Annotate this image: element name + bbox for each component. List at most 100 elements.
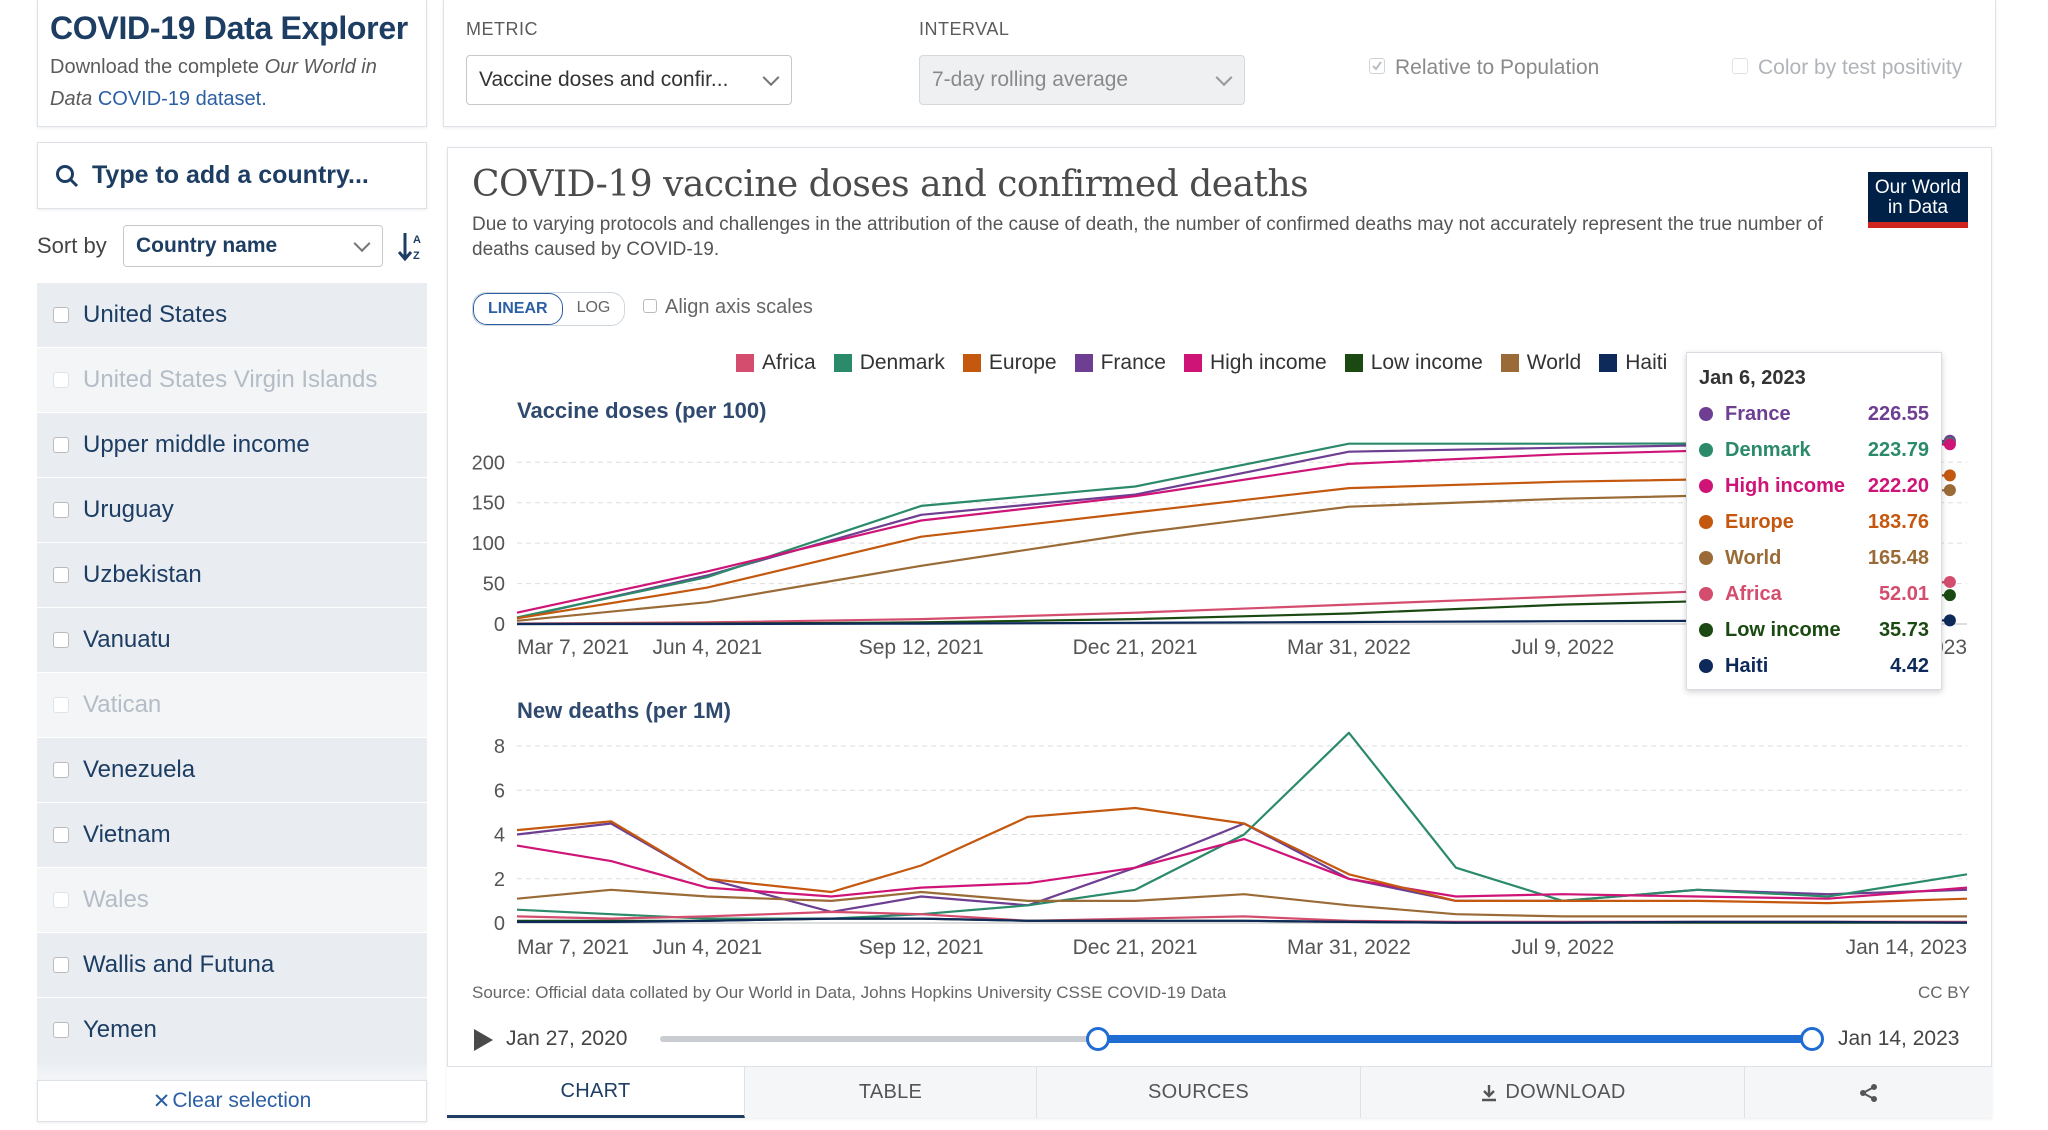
share-button[interactable] <box>1745 1067 1992 1118</box>
sort-select[interactable]: Country name <box>123 225 383 267</box>
timeline-end-handle[interactable] <box>1800 1027 1824 1051</box>
series-dot <box>1699 515 1713 529</box>
explorer-title: COVID-19 Data Explorer <box>50 10 408 46</box>
country-name: Venezuela <box>83 756 196 783</box>
legend-label: Low income <box>1370 351 1483 374</box>
checkbox-icon[interactable] <box>53 957 69 973</box>
chart-panel-title: New deaths (per 1M) <box>517 698 731 723</box>
tab-sources[interactable]: SOURCES <box>1037 1067 1361 1118</box>
share-icon <box>1859 1083 1877 1102</box>
country-list-item[interactable]: Upper middle income <box>37 413 427 478</box>
tab-chart[interactable]: CHART <box>447 1067 745 1118</box>
x-tick-label: Jan 14, 2023 <box>1846 936 1967 959</box>
legend-item[interactable]: Denmark <box>833 351 945 375</box>
checkbox-icon[interactable] <box>53 437 69 453</box>
checkbox-icon[interactable] <box>53 892 69 908</box>
checkbox-icon[interactable] <box>53 827 69 843</box>
checkbox-icon[interactable] <box>53 1022 69 1038</box>
country-list-item[interactable]: Uzbekistan <box>37 543 427 608</box>
timeline-selected-range <box>1097 1035 1812 1043</box>
country-list-item[interactable]: Wallis and Futuna <box>37 933 427 998</box>
tab-table[interactable]: TABLE <box>745 1067 1037 1118</box>
legend-swatch <box>1344 354 1363 372</box>
legend-label: Africa <box>762 351 816 374</box>
tooltip-series-name: Africa <box>1725 582 1782 605</box>
source-note[interactable]: Source: Official data collated by Our Wo… <box>472 983 1227 1002</box>
tooltip-row: Denmark 223.79 <box>1687 432 1941 468</box>
country-list-item[interactable]: Vanuatu <box>37 608 427 673</box>
series-line-africa <box>516 580 1950 625</box>
dataset-link[interactable]: COVID-19 dataset. <box>97 88 267 110</box>
y-tick-label: 6 <box>494 780 505 802</box>
legend-swatch <box>962 354 981 372</box>
timeline-end-label: Jan 14, 2023 <box>1838 1027 1960 1050</box>
align-axis-toggle[interactable]: Align axis scales <box>643 296 813 319</box>
country-name: United States <box>83 301 228 328</box>
align-label: Align axis scales <box>665 296 813 318</box>
country-list-item[interactable]: Venezuela <box>37 738 427 803</box>
y-tick-label: 100 <box>472 533 505 555</box>
country-list-item[interactable]: Vietnam <box>37 803 427 868</box>
checkbox-icon[interactable] <box>53 372 69 388</box>
chart-panel-title: Vaccine doses (per 100) <box>517 398 766 423</box>
legend-item[interactable]: High income <box>1183 351 1327 375</box>
legend-item[interactable]: Europe <box>962 351 1057 375</box>
tooltip-value: 183.76 <box>1867 510 1929 533</box>
chart-legend: Africa Denmark Europe France High income Low … <box>736 351 1686 383</box>
checkbox-icon[interactable] <box>53 697 69 713</box>
checkbox-icon[interactable] <box>53 307 69 323</box>
checkbox-icon[interactable] <box>53 567 69 583</box>
play-icon <box>474 1029 493 1051</box>
y-tick-label: 4 <box>494 825 505 847</box>
country-name: Upper middle income <box>83 431 310 458</box>
tooltip-value: 222.20 <box>1867 474 1929 497</box>
legend-label: Denmark <box>859 351 945 374</box>
country-list-item[interactable]: United States <box>37 283 427 348</box>
country-list-item[interactable]: Yemen <box>37 998 427 1063</box>
legend-swatch <box>1599 354 1618 372</box>
legend-item[interactable]: World <box>1500 351 1581 375</box>
tooltip-value: 52.01 <box>1878 582 1929 605</box>
country-name: Wallis and Futuna <box>83 951 275 978</box>
log-scale-button[interactable]: LOG <box>576 299 611 316</box>
metric-label: METRIC <box>466 19 538 39</box>
legend-item[interactable]: Low income <box>1344 351 1483 375</box>
x-tick-label: Mar 31, 2022 <box>1287 936 1411 959</box>
series-dot <box>1699 479 1713 493</box>
tab-download[interactable]: DOWNLOAD <box>1361 1067 1745 1118</box>
legend-item[interactable]: France <box>1074 351 1166 375</box>
timeline-start-handle[interactable] <box>1085 1027 1110 1051</box>
metric-select[interactable]: Vaccine doses and confir... <box>466 55 792 105</box>
legend-item[interactable]: Africa <box>736 351 816 375</box>
clear-selection-button[interactable]: ✕ Clear selection <box>37 1080 427 1122</box>
tab-table-label: TABLE <box>858 1081 923 1103</box>
owid-logo[interactable]: Our World in Data <box>1868 172 1968 228</box>
play-button[interactable] <box>472 1028 494 1057</box>
license-note[interactable]: CC BY <box>1918 983 1970 1002</box>
legend-item[interactable]: Haiti <box>1599 351 1667 375</box>
legend-swatch <box>1500 354 1519 372</box>
svg-text:Z: Z <box>413 250 420 262</box>
chart-subtitle: Due to varying protocols and challenges … <box>472 214 1823 260</box>
country-search-box[interactable]: Type to add a country... <box>37 142 427 209</box>
x-tick-label: Mar 31, 2022 <box>1287 636 1411 659</box>
tooltip-series-name: World <box>1725 546 1782 569</box>
chevron-down-icon <box>762 69 780 87</box>
checkbox-icon[interactable] <box>53 502 69 518</box>
checkbox-icon <box>1732 58 1748 75</box>
linear-scale-button[interactable]: LINEAR <box>473 293 563 325</box>
series-line-haiti <box>517 917 1968 924</box>
chevron-down-icon <box>1215 69 1233 87</box>
legend-swatch <box>1074 354 1093 372</box>
interval-select[interactable]: 7-day rolling average <box>919 55 1245 105</box>
chart-title: COVID-19 vaccine doses and confirmed dea… <box>472 164 1309 205</box>
relative-to-population-toggle[interactable]: Relative to Population <box>1369 56 1599 80</box>
timeline-slider[interactable] <box>660 1027 1824 1051</box>
checkbox-icon[interactable] <box>53 762 69 778</box>
country-list-item[interactable]: Uruguay <box>37 478 427 543</box>
series-endpoint-world <box>1943 484 1956 497</box>
color-by-test-positivity-toggle[interactable]: Color by test positivity <box>1732 56 1962 80</box>
series-dot <box>1699 551 1713 565</box>
checkbox-icon[interactable] <box>53 632 69 648</box>
